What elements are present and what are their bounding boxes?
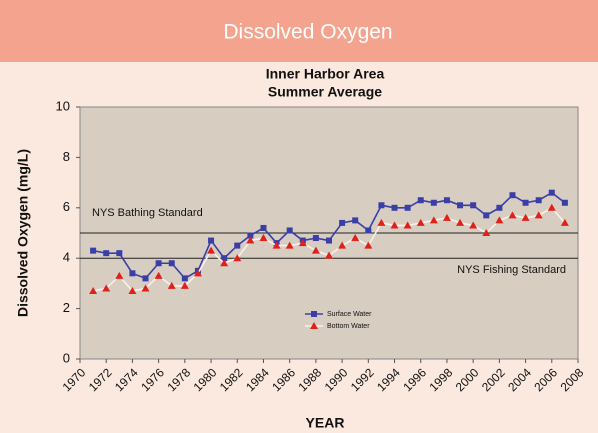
marker: [221, 255, 228, 262]
marker: [352, 217, 359, 224]
marker: [155, 260, 162, 267]
marker: [548, 189, 555, 196]
marker: [90, 247, 97, 254]
marker: [364, 241, 373, 249]
marker: [233, 254, 242, 262]
marker: [522, 199, 529, 206]
marker: [298, 239, 307, 247]
marker: [154, 271, 163, 279]
marker: [496, 204, 503, 211]
marker: [508, 211, 517, 219]
y-tick-label: 4: [63, 250, 70, 265]
marker: [456, 218, 465, 226]
marker: [326, 237, 332, 244]
marker: [442, 213, 451, 221]
marker: [469, 221, 478, 229]
marker: [509, 192, 516, 199]
marker: [378, 202, 385, 209]
marker: [167, 281, 176, 289]
marker: [417, 197, 424, 204]
marker: [208, 237, 215, 244]
y-axis-label: Dissolved Oxygen (mg/L): [15, 149, 31, 317]
marker: [365, 227, 372, 234]
marker: [535, 197, 542, 204]
marker: [168, 260, 175, 267]
marker: [142, 275, 149, 282]
marker: [193, 269, 202, 277]
chart-title: Inner Harbor Area: [266, 66, 385, 82]
marker: [102, 284, 111, 292]
page-title: Dissolved Oxygen: [223, 21, 392, 44]
marker: [141, 284, 150, 292]
marker: [312, 235, 319, 242]
marker: [534, 211, 543, 219]
marker: [103, 250, 110, 257]
marker: [234, 242, 241, 249]
marker: [116, 250, 123, 257]
reference-label: NYS Bathing Standard: [92, 207, 203, 219]
marker: [115, 271, 124, 279]
legend-marker: [310, 322, 318, 329]
marker: [338, 241, 347, 249]
marker: [470, 202, 477, 209]
marker: [430, 199, 437, 206]
marker: [311, 246, 320, 254]
marker: [521, 213, 530, 221]
marker: [404, 204, 411, 211]
y-tick-label: 2: [63, 300, 70, 315]
chart-subtitle: Summer Average: [268, 84, 382, 100]
marker: [339, 219, 346, 226]
marker: [285, 241, 294, 249]
y-tick-label: 10: [56, 98, 70, 113]
legend-marker: [311, 311, 317, 317]
reference-label: NYS Fishing Standard: [457, 264, 566, 276]
marker: [181, 275, 188, 282]
marker: [482, 229, 491, 236]
marker: [429, 216, 438, 224]
marker: [443, 197, 450, 204]
marker: [391, 204, 398, 211]
marker: [390, 221, 399, 229]
legend-label: Surface Water: [327, 311, 372, 318]
marker: [495, 216, 504, 224]
header-band: [0, 0, 598, 62]
marker: [207, 246, 216, 254]
marker: [89, 286, 98, 294]
legend-label: Bottom Water: [327, 323, 370, 330]
marker: [272, 241, 281, 249]
y-tick-label: 0: [63, 350, 70, 365]
marker: [351, 234, 360, 242]
marker: [457, 202, 464, 209]
marker: [129, 270, 136, 277]
marker: [246, 236, 255, 244]
x-axis-label: YEAR: [306, 415, 345, 431]
marker: [128, 286, 137, 294]
marker: [247, 232, 254, 239]
marker: [377, 218, 386, 226]
marker: [286, 227, 293, 234]
y-tick-label: 6: [63, 199, 70, 214]
marker: [325, 251, 333, 259]
marker: [220, 259, 229, 267]
marker: [260, 224, 267, 231]
marker: [547, 203, 556, 211]
marker: [483, 212, 490, 219]
marker: [561, 199, 568, 206]
marker: [259, 234, 268, 242]
marker: [180, 281, 189, 289]
marker: [403, 221, 412, 229]
marker: [416, 218, 425, 226]
marker: [560, 218, 569, 226]
y-tick-label: 8: [63, 149, 70, 164]
